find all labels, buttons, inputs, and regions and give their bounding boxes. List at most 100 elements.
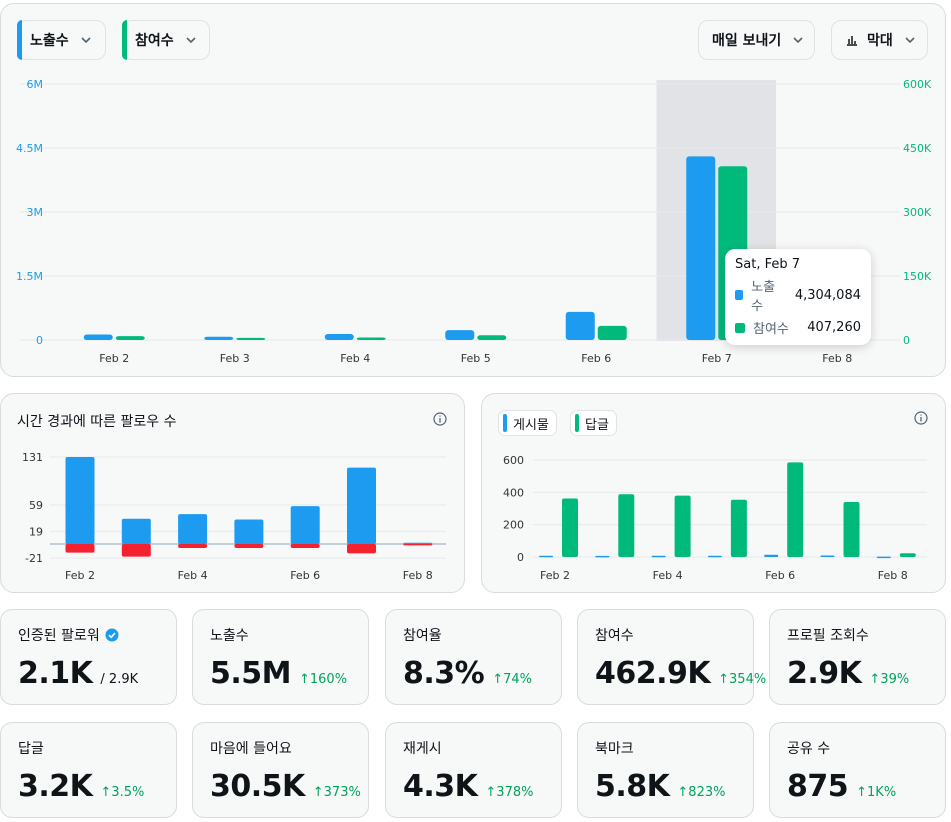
- bar-unfollows: [234, 544, 264, 549]
- stat-label: 참여율: [403, 628, 442, 644]
- chart-type-label: 막대: [867, 33, 893, 49]
- frequency-label: 매일 보내기: [712, 33, 782, 49]
- x-axis-tick: Feb 2: [99, 352, 129, 365]
- metric1-label: 노출수: [30, 33, 69, 49]
- left-axis-tick: 6M: [27, 78, 44, 91]
- chart-type-selector[interactable]: 막대: [831, 20, 928, 60]
- bar-follows: [65, 457, 95, 545]
- frequency-selector[interactable]: 매일 보내기: [698, 20, 815, 60]
- bar-follows: [347, 467, 376, 545]
- bar-posts: [595, 555, 610, 558]
- chevron-down-icon: [81, 37, 91, 44]
- tooltip-row-engagements: 참여수 407,260: [735, 318, 861, 337]
- metric2-color-accent: [122, 20, 127, 60]
- stat-engagements: 참여수 462.9K ↑354%: [577, 609, 766, 705]
- x-axis-tick: Feb 4: [178, 569, 208, 582]
- stat-label: 참여수: [595, 628, 634, 644]
- bar-replies: [562, 498, 578, 557]
- metric2-selector[interactable]: 참여수: [122, 20, 210, 60]
- chevron-down-icon: [186, 37, 196, 44]
- bar-chart-icon: [847, 36, 857, 46]
- stat-label-text: 인증된 팔로워: [18, 628, 100, 644]
- stat-label: 노출수: [210, 628, 249, 644]
- stat-label: 인증된 팔로워: [18, 625, 119, 645]
- tooltip-value: 4,304,084: [794, 287, 861, 303]
- bar-impressions: [445, 330, 475, 340]
- y-axis-tick: 400: [503, 486, 524, 499]
- info-icon[interactable]: [433, 412, 447, 426]
- followers-chart: 131 59 19 -21 Feb 2 Feb 4 Feb 6 Feb 8: [22, 451, 446, 582]
- metric2-label: 참여수: [135, 33, 174, 49]
- bar-unfollows: [178, 544, 208, 549]
- legend-accent: [575, 414, 579, 432]
- bar-follows: [290, 506, 320, 545]
- metric1-selector[interactable]: 노출수: [17, 20, 106, 60]
- x-axis-tick: Feb 6: [290, 569, 320, 582]
- bar-impressions: [204, 336, 234, 340]
- bar-follows: [403, 542, 433, 545]
- tooltip-swatch: [735, 322, 745, 333]
- stat-value: 462.9K ↑354%: [595, 656, 766, 691]
- y-axis-tick: -21: [25, 552, 43, 565]
- bar-replies: [843, 502, 860, 557]
- x-axis-tick: Feb 8: [403, 569, 433, 582]
- legend-replies[interactable]: 답글: [570, 410, 617, 436]
- bar-replies: [899, 553, 916, 557]
- stat-value-text: 462.9K: [595, 656, 711, 691]
- left-axis-tick: 1.5M: [16, 270, 43, 283]
- y-axis-tick: 131: [22, 451, 43, 464]
- bar-follows: [234, 519, 264, 545]
- bar-impressions: [324, 334, 354, 340]
- stat-change: ↑74%: [492, 672, 532, 687]
- stat-value-text: 8.3%: [403, 656, 485, 691]
- x-axis-tick: Feb 2: [540, 569, 570, 582]
- legend-posts[interactable]: 게시물: [498, 410, 557, 436]
- y-axis-tick: 0: [517, 551, 524, 564]
- bar-posts: [707, 555, 722, 558]
- x-axis-tick: Feb 6: [765, 569, 795, 582]
- chevron-down-icon: [793, 37, 803, 44]
- stat-impressions: 노출수 5.5M ↑160%: [192, 609, 369, 705]
- stat-value: 875 ↑1K%: [787, 769, 896, 804]
- stat-value-text: 5.8K: [595, 769, 670, 804]
- stat-value: 30.5K ↑373%: [210, 769, 361, 804]
- tooltip-value: 407,260: [807, 320, 861, 335]
- posts-replies-chart: 600 400 200 0 Feb 2 Feb 4 Feb 6 Feb 8: [503, 454, 927, 582]
- stat-value-text: 2.9K: [787, 656, 862, 691]
- stat-change: ↑3.5%: [100, 785, 145, 800]
- stat-change: ↑354%: [718, 672, 767, 687]
- bar-replies: [730, 499, 747, 557]
- stat-value: 4.3K ↑378%: [403, 769, 533, 804]
- stat-reposts: 재게시 4.3K ↑378%: [385, 722, 562, 818]
- stat-subvalue: / 2.9K: [100, 672, 139, 687]
- bar-follows: [121, 518, 151, 545]
- y-axis-tick: 19: [29, 525, 43, 538]
- stat-label: 프로필 조회수: [787, 628, 869, 644]
- stat-change: ↑373%: [312, 785, 361, 800]
- stat-value: 2.1K / 2.9K: [18, 656, 138, 691]
- info-icon[interactable]: [914, 411, 928, 425]
- x-axis-tick: Feb 8: [878, 569, 908, 582]
- left-axis-tick: 0: [36, 334, 43, 347]
- stat-change: ↑160%: [299, 672, 348, 687]
- stat-label: 마음에 들어요: [210, 741, 292, 757]
- bar-impressions: [565, 311, 595, 340]
- tooltip-row-impressions: 노출수 4,304,084: [735, 276, 861, 314]
- tooltip-swatch: [735, 290, 744, 300]
- tooltip-date: Sat, Feb 7: [735, 257, 800, 272]
- stat-value-text: 2.1K: [18, 656, 93, 691]
- stat-replies: 답글 3.2K ↑3.5%: [0, 722, 177, 818]
- metric1-color-accent: [17, 20, 22, 60]
- stat-verified-followers: 인증된 팔로워 2.1K / 2.9K: [0, 609, 177, 705]
- bar-unfollows: [290, 544, 320, 549]
- stat-value: 2.9K ↑39%: [787, 656, 909, 691]
- stat-value-text: 4.3K: [403, 769, 478, 804]
- verified-badge-icon: [105, 628, 119, 642]
- bar-posts: [539, 555, 553, 558]
- stat-value: 5.5M ↑160%: [210, 656, 347, 691]
- stat-value: 3.2K ↑3.5%: [18, 769, 144, 804]
- bar-posts: [876, 556, 891, 559]
- y-axis-tick: 600: [503, 454, 524, 467]
- bar-unfollows: [65, 544, 95, 553]
- bar-engagements: [477, 335, 507, 340]
